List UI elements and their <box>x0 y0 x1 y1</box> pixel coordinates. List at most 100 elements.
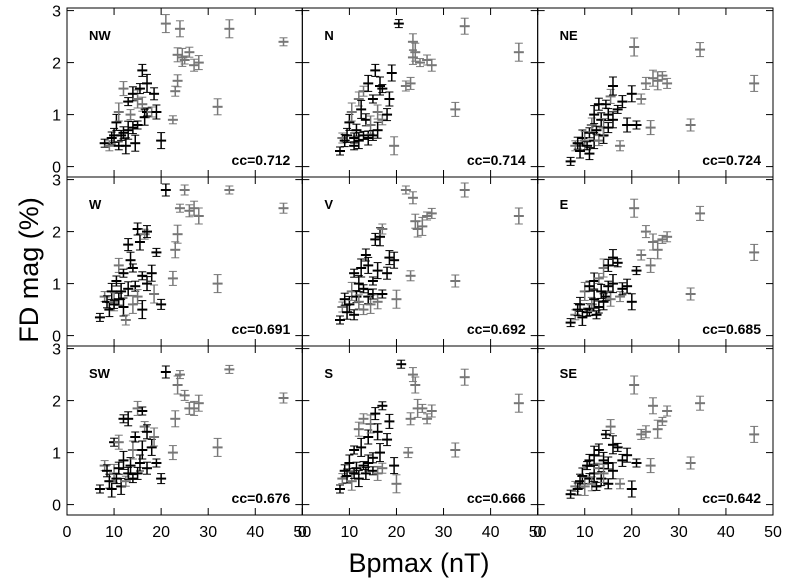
data-point <box>353 470 364 488</box>
data-point <box>151 247 162 257</box>
data-point <box>631 458 642 468</box>
data-point <box>626 480 637 498</box>
data-point <box>109 299 120 309</box>
data-point <box>174 370 185 380</box>
data-point <box>450 101 461 117</box>
data-point <box>353 294 364 310</box>
data-point <box>367 288 378 300</box>
data-point <box>591 125 602 135</box>
data-point <box>513 207 524 225</box>
data-point <box>363 256 374 274</box>
panel-direction-label: SW <box>89 366 111 381</box>
data-point <box>607 462 618 480</box>
data-point <box>160 14 171 34</box>
data-point <box>113 434 124 450</box>
data-point <box>346 102 357 122</box>
data-point <box>410 42 421 62</box>
correlation-coefficient-label: cc=0.685 <box>702 321 761 337</box>
y-tick-label: 2 <box>52 56 61 73</box>
data-point <box>224 19 235 39</box>
x-tick-label: 30 <box>670 524 688 541</box>
data-point <box>344 454 355 472</box>
data-point <box>118 126 129 140</box>
data-point <box>426 404 437 418</box>
data-point <box>370 407 381 421</box>
x-tick-label: 30 <box>435 524 453 541</box>
data-point <box>116 282 127 300</box>
data-point <box>612 104 623 114</box>
data-point <box>374 227 385 247</box>
data-point <box>389 457 400 475</box>
data-point <box>640 425 651 439</box>
correlation-coefficient-label: cc=0.666 <box>467 490 526 506</box>
data-point <box>184 204 195 218</box>
data-point <box>685 118 696 132</box>
data-point <box>377 84 388 94</box>
data-point <box>367 452 378 464</box>
data-point <box>149 284 160 304</box>
panel-w: 1 2 3 0 Wcc=0.691 <box>52 173 303 347</box>
data-point <box>339 292 350 306</box>
panel-direction-label: E <box>560 197 569 212</box>
data-point <box>374 76 385 96</box>
data-point <box>149 427 160 447</box>
data-point <box>111 275 122 287</box>
data-point <box>167 445 178 461</box>
data-point <box>113 257 124 273</box>
data-point <box>363 289 374 305</box>
data-point <box>372 423 383 441</box>
data-point <box>137 63 148 77</box>
data-point <box>127 294 138 314</box>
data-point <box>132 400 143 416</box>
y-tick-label: 0 <box>52 160 61 177</box>
x-tick-label: 0 <box>298 524 307 541</box>
panel-grid: 1230NWcc=0.712Ncc=0.714NEcc=0.7241230Wcc… <box>52 4 782 541</box>
data-point <box>118 81 129 97</box>
data-point <box>278 202 289 214</box>
correlation-coefficient-label: cc=0.642 <box>702 490 761 506</box>
data-point <box>391 289 402 309</box>
correlation-coefficient-label: cc=0.692 <box>467 321 526 337</box>
data-point <box>167 270 178 286</box>
correlation-coefficient-label: cc=0.712 <box>232 152 291 168</box>
panel-direction-label: W <box>89 197 102 212</box>
data-point <box>358 284 369 294</box>
data-point <box>349 309 360 321</box>
data-point <box>629 375 640 395</box>
data-point <box>167 115 178 125</box>
y-axis-title: FD mag (%) <box>14 197 44 343</box>
y-tick-label: 0 <box>52 498 61 515</box>
data-point <box>142 73 153 93</box>
data-point <box>645 257 656 273</box>
data-point <box>695 42 706 58</box>
x-tick-label: 40 <box>717 524 735 541</box>
data-point <box>415 58 425 68</box>
data-point <box>377 289 388 299</box>
y-tick-label: 3 <box>52 173 61 190</box>
data-point <box>579 476 590 496</box>
data-point <box>156 298 167 310</box>
data-point <box>160 183 171 197</box>
x-axis-title: Bpmax (nT) <box>348 548 489 578</box>
data-point <box>160 365 171 379</box>
data-point <box>459 182 470 198</box>
data-point <box>113 102 124 122</box>
data-point <box>142 225 153 239</box>
data-point <box>513 42 524 62</box>
data-point <box>193 207 204 225</box>
data-point <box>94 484 105 494</box>
data-point <box>612 442 623 452</box>
data-point <box>513 393 524 413</box>
panel-direction-label: N <box>324 28 333 43</box>
data-point <box>360 248 371 262</box>
data-point <box>384 413 395 429</box>
data-point <box>132 466 143 480</box>
data-point <box>172 224 183 244</box>
panel-direction-label: SE <box>560 366 578 381</box>
data-point <box>142 424 153 440</box>
data-point <box>212 274 223 294</box>
panel-direction-label: NW <box>89 28 111 43</box>
y-tick-label: 3 <box>52 4 61 21</box>
data-point <box>593 443 604 457</box>
